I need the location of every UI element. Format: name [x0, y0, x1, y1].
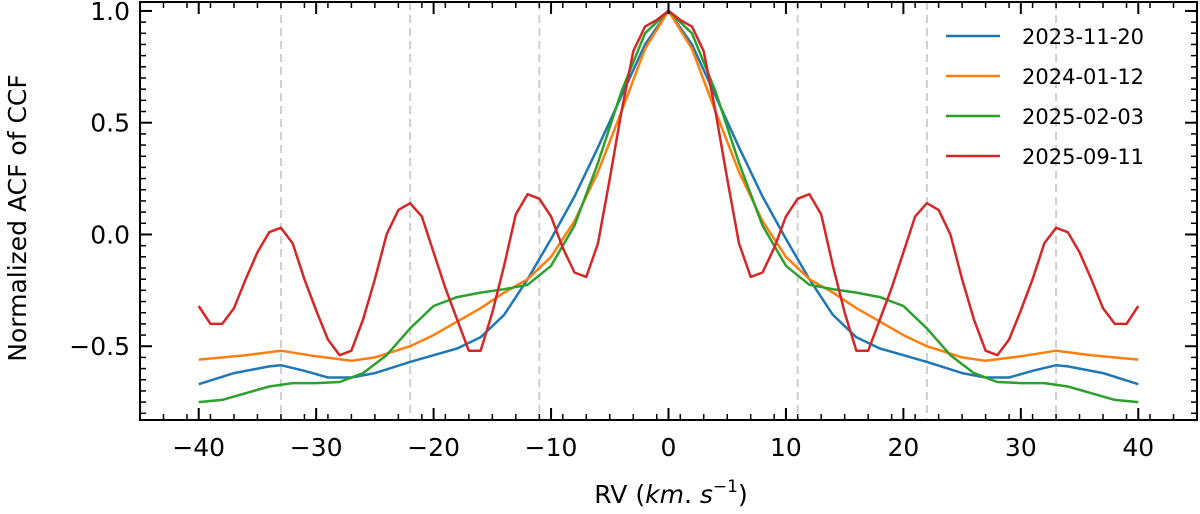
plot-lines: [197, 9, 1140, 404]
y-axis-label: Normalized ACF of CCF: [3, 74, 32, 362]
x-tick-label: −30: [290, 433, 343, 462]
x-tick-label: −10: [525, 433, 578, 462]
legend-label-2025-02-03: 2025-02-03: [1022, 105, 1144, 129]
x-tick-label: 30: [1005, 433, 1037, 462]
axis-ticks: −40 −30 −20 −10 0 10 20 30 40 −0.5 0.0 0.5 1.0: [69, 0, 1198, 462]
y-tick-label: −0.5: [69, 332, 130, 361]
x-tick-label: 10: [770, 433, 802, 462]
series-line-2023-11-20: [198, 9, 1139, 386]
legend-label-2025-09-11: 2025-09-11: [1022, 145, 1144, 169]
x-tick-label: 20: [887, 433, 919, 462]
series-line-2025-02-03: [198, 9, 1139, 404]
reference-lines: [279, 2, 1058, 420]
legend-label-2024-01-12: 2024-01-12: [1022, 65, 1144, 89]
x-axis-label: RV (km. s−1): [594, 477, 747, 509]
legend-label-2023-11-20: 2023-11-20: [1022, 25, 1144, 49]
series-line-2025-09-11: [197, 9, 1140, 357]
y-tick-label: 1.0: [90, 0, 130, 26]
legend: 2023-11-20 2024-01-12 2025-02-03 2025-09-11: [946, 25, 1144, 169]
x-tick-label: 0: [661, 433, 677, 462]
x-tick-label: −40: [172, 433, 225, 462]
x-tick-label: −20: [407, 433, 460, 462]
y-tick-label: 0.0: [90, 220, 130, 249]
y-tick-label: 0.5: [90, 109, 130, 138]
x-tick-label: 40: [1122, 433, 1154, 462]
series-line-2024-01-12: [198, 9, 1139, 363]
